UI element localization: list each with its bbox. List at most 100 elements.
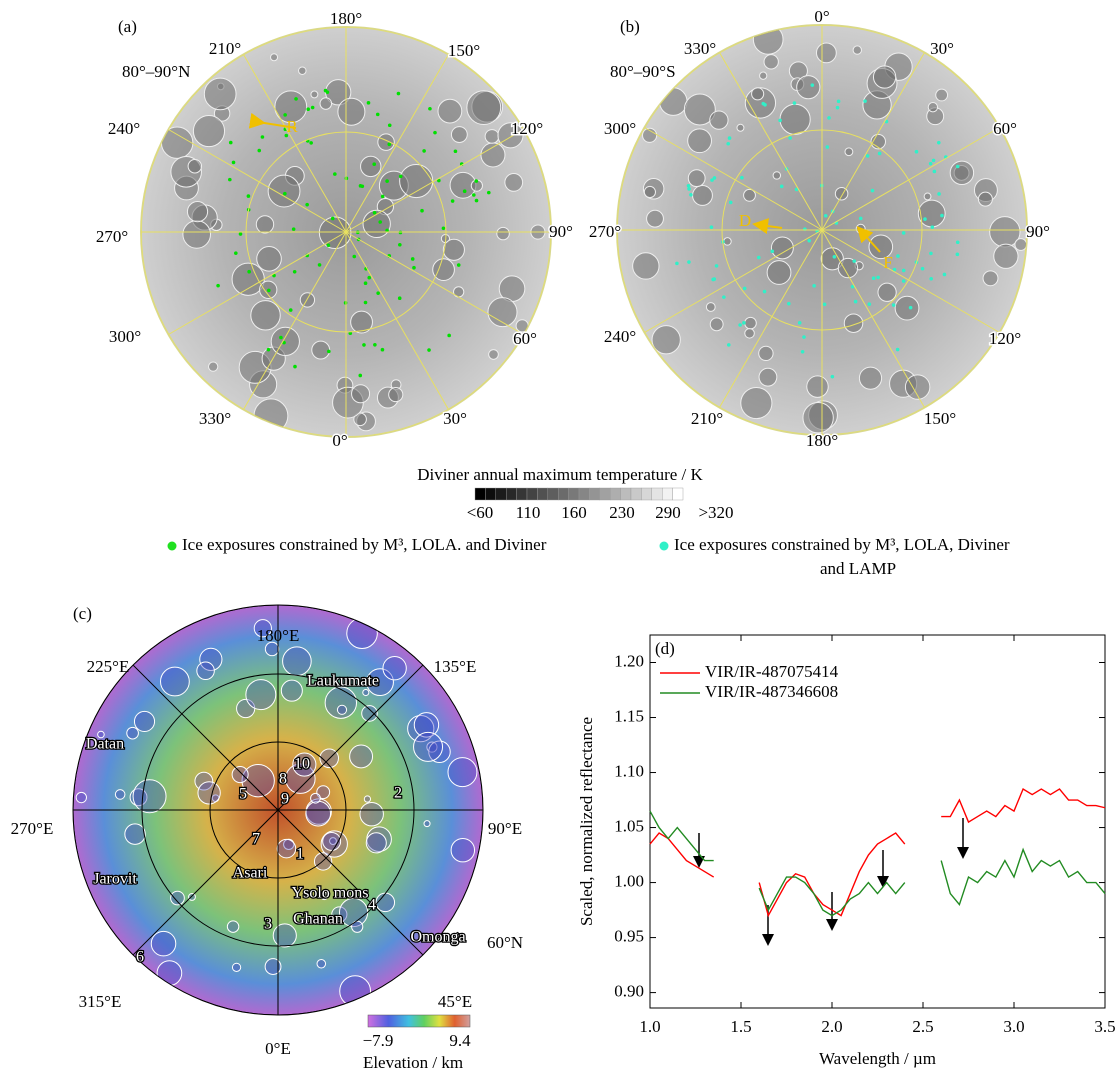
crater bbox=[724, 238, 732, 246]
crater bbox=[127, 727, 139, 739]
crater bbox=[744, 189, 756, 201]
ice-dot bbox=[921, 267, 925, 271]
ice-dot bbox=[833, 255, 837, 259]
crater bbox=[125, 824, 145, 844]
label: 1 bbox=[296, 846, 304, 863]
ice-dot bbox=[239, 232, 243, 236]
crater bbox=[281, 680, 302, 701]
ice-dot bbox=[726, 142, 730, 146]
crater bbox=[928, 103, 937, 112]
ice-dot bbox=[412, 266, 416, 270]
crater bbox=[251, 301, 280, 330]
crater bbox=[780, 104, 810, 134]
crater bbox=[265, 959, 281, 975]
label: 290 bbox=[655, 503, 681, 522]
ice-dot bbox=[956, 253, 960, 257]
crater bbox=[706, 303, 715, 312]
crater bbox=[246, 680, 276, 710]
label: 2 bbox=[394, 785, 402, 802]
ice-dot bbox=[293, 270, 297, 274]
ice-dot bbox=[929, 162, 933, 166]
label: 9 bbox=[281, 791, 289, 808]
ice-dot bbox=[933, 170, 937, 174]
legend-label: VIR/IR-487075414 bbox=[705, 662, 839, 681]
ice-dot bbox=[868, 302, 872, 306]
temp-cell bbox=[652, 488, 662, 500]
ice-dot bbox=[451, 199, 455, 203]
label: 150° bbox=[924, 409, 956, 428]
temp-cell bbox=[558, 488, 568, 500]
crater bbox=[364, 796, 370, 802]
ice-dot bbox=[722, 295, 726, 299]
ice-dot bbox=[373, 343, 377, 347]
label: F bbox=[883, 253, 892, 272]
label: 80°–90°N bbox=[122, 62, 190, 81]
crater bbox=[1015, 239, 1027, 251]
crater bbox=[485, 130, 499, 144]
crater bbox=[187, 202, 207, 222]
ice-dot bbox=[738, 323, 742, 327]
ice-dot bbox=[257, 149, 261, 153]
x-tick-label: 3.5 bbox=[1094, 1017, 1115, 1036]
crater bbox=[352, 385, 370, 403]
ice-dot bbox=[358, 374, 362, 378]
crater bbox=[115, 790, 125, 800]
label: Elevation / km bbox=[363, 1053, 463, 1072]
crater bbox=[171, 891, 185, 905]
x-tick-label: 1.0 bbox=[639, 1017, 660, 1036]
ice-dot bbox=[247, 194, 251, 198]
label: 160 bbox=[561, 503, 587, 522]
x-tick-label: 2.5 bbox=[912, 1017, 933, 1036]
ice-dot bbox=[457, 263, 461, 267]
x-tick-label: 2.0 bbox=[821, 1017, 842, 1036]
crater bbox=[688, 129, 712, 153]
crater bbox=[950, 161, 973, 184]
ice-dot bbox=[713, 176, 717, 180]
crater bbox=[232, 767, 248, 783]
crater bbox=[752, 88, 764, 100]
crater bbox=[438, 99, 462, 123]
y-tick-label: 1.20 bbox=[614, 651, 644, 670]
x-tick-label: 1.5 bbox=[730, 1017, 751, 1036]
crater bbox=[489, 350, 499, 360]
ice-dot bbox=[798, 321, 802, 325]
crater bbox=[363, 689, 369, 695]
crater bbox=[366, 833, 386, 853]
ice-dot bbox=[454, 149, 458, 153]
label: >320 bbox=[698, 503, 733, 522]
crater bbox=[378, 134, 394, 150]
crater bbox=[807, 376, 828, 397]
ice-dot bbox=[305, 203, 309, 207]
label: 0° bbox=[814, 7, 829, 26]
label: 60° bbox=[993, 119, 1017, 138]
crater bbox=[451, 127, 467, 143]
ice-dot bbox=[780, 185, 784, 189]
label: 180° bbox=[330, 9, 362, 28]
crater bbox=[361, 156, 381, 176]
label: 80°–90°S bbox=[610, 62, 676, 81]
crater bbox=[157, 961, 182, 986]
label: 4 bbox=[368, 897, 376, 914]
crater bbox=[859, 367, 881, 389]
temp-cell bbox=[579, 488, 589, 500]
ice-dot bbox=[309, 141, 313, 145]
ice-dot bbox=[472, 193, 476, 197]
temp-cell bbox=[621, 488, 631, 500]
ice-dot bbox=[373, 211, 377, 215]
ice-dot bbox=[715, 264, 719, 268]
y-axis-label: Scaled, normalized reflectance bbox=[577, 717, 596, 926]
ice-dot bbox=[367, 101, 371, 105]
crater bbox=[209, 362, 218, 371]
ice-dot bbox=[859, 217, 863, 221]
ice-dot bbox=[293, 365, 297, 369]
crater bbox=[760, 72, 767, 79]
ice-dot bbox=[823, 302, 827, 306]
ice-dot bbox=[318, 263, 322, 267]
label: Ice exposures constrained by M³, LOLA. a… bbox=[182, 535, 547, 554]
ice-dot bbox=[852, 259, 856, 263]
ice-dot bbox=[787, 302, 791, 306]
ice-dot bbox=[740, 176, 744, 180]
label: 230 bbox=[609, 503, 635, 522]
series-line bbox=[650, 789, 1105, 916]
ice-dot bbox=[892, 303, 896, 307]
